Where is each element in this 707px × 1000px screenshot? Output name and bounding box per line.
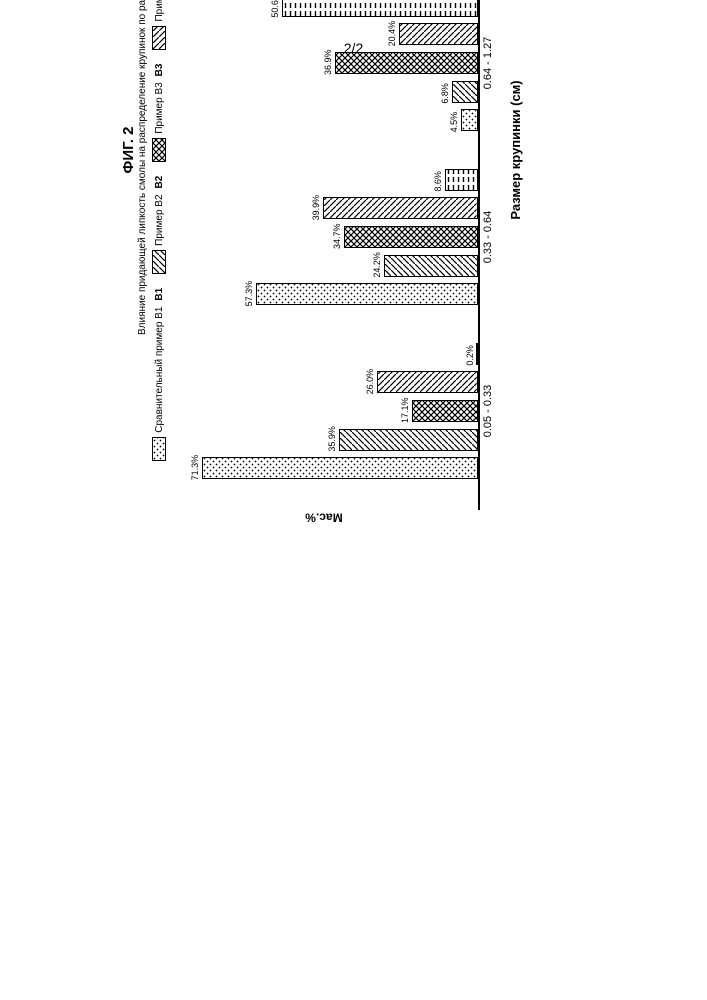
bar [445,169,478,191]
bar-value-label: 36.9% [323,49,333,75]
legend-swatch [152,437,166,461]
plot-area: Мас.% 71.3%35.9%17.1%26.0%0.2%0.05 - 0.3… [170,0,480,510]
bar-fill [378,372,477,392]
legend-label: Сравнительный пример B1 [154,307,165,433]
legend-item: Пример B2 B2 [152,176,166,274]
x-category-label: 0.64 - 1.27 [482,0,494,138]
x-axis-title: Размер крупинки (см) [508,0,523,540]
y-axis-title: Мас.% [305,510,343,524]
legend-code: B3 [154,64,165,77]
bar-value-label: 17.1% [400,397,410,423]
bar-fill [413,401,477,421]
bar-fill [340,430,477,450]
bar-fill [462,110,477,130]
bar-value-label: 0.2% [465,345,475,366]
bar-value-label: 35.9% [327,426,337,452]
page: 2/2 ФИГ. 2 Влияние придающей липкость см… [0,0,707,1000]
bar [339,429,478,451]
legend-label: Пример B2 [154,194,165,245]
bar-value-label: 20.4% [387,21,397,47]
bar-fill [203,458,477,478]
legend-swatch [152,138,166,162]
bar-fill [446,170,477,190]
bar [256,283,478,305]
bar-value-label: 71.3% [190,455,200,481]
bar [282,0,478,17]
bar-fill [257,284,477,304]
bar-value-label: 50.6% [270,0,280,18]
bar-fill [385,256,477,276]
bar [323,197,478,219]
x-category-label: 0.33 - 0.64 [482,162,494,312]
legend-label: Пример B3 [154,82,165,133]
bar [202,457,478,479]
bar-fill [453,82,477,102]
bar-value-label: 4.5% [449,112,459,133]
bar [344,226,478,248]
bar [452,81,478,103]
legend-item: Сравнительный пример B1 B1 [152,288,166,461]
chart: ФИГ. 2 Влияние придающей липкость смолы … [120,0,540,540]
figure-subtitle: Влияние придающей липкость смолы на расп… [137,0,148,540]
bar-fill [400,24,477,44]
legend-code: B1 [154,288,165,301]
bar [461,109,478,131]
bar [412,400,478,422]
bar-value-label: 24.2% [372,252,382,278]
legend: Сравнительный пример B1B1Пример B2B2Прим… [152,0,166,540]
legend-code: B2 [154,176,165,189]
bar-fill [336,53,477,73]
bar [384,255,478,277]
bar-fill [283,0,477,16]
figure-title: ФИГ. 2 [120,0,137,540]
legend-swatch [152,250,166,274]
bar [476,343,478,365]
bar [399,23,478,45]
bar [335,52,478,74]
bar [377,371,478,393]
bar-value-label: 26.0% [365,369,375,395]
legend-label: Пример B4 [154,0,165,22]
bar-value-label: 34.7% [332,223,342,249]
bar-value-label: 6.8% [440,83,450,104]
legend-item: Пример B4B4 [152,0,166,50]
bar-value-label: 8.6% [433,171,443,192]
legend-item: Пример B3 B3 [152,64,166,162]
bar-value-label: 57.3% [244,281,254,307]
bar-value-label: 39.9% [311,195,321,221]
legend-swatch [152,26,166,50]
bar-fill [324,198,477,218]
x-category-label: 0.05 - 0.33 [482,336,494,486]
bar-fill [345,227,477,247]
